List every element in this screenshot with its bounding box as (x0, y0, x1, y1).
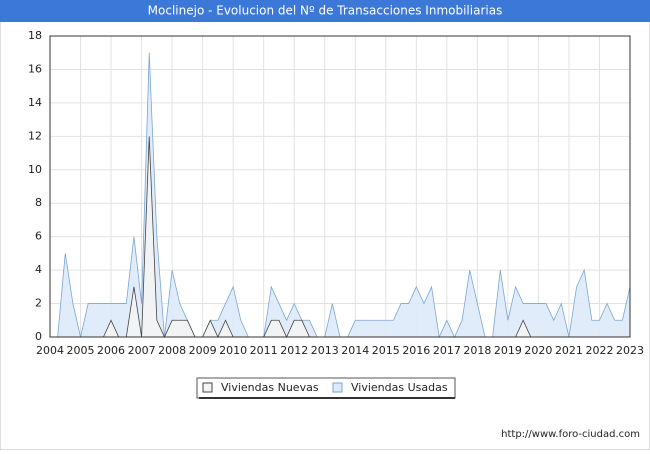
x-tick-label: 2009 (189, 344, 217, 357)
x-tick-label: 2006 (97, 344, 125, 357)
x-tick-label: 2008 (158, 344, 186, 357)
legend-swatch (202, 382, 213, 393)
x-tick-label: 2005 (67, 344, 95, 357)
y-tick-label: 14 (28, 96, 42, 109)
x-tick-label: 2004 (36, 344, 64, 357)
area (57, 52, 631, 339)
x-tick-label: 2019 (494, 344, 522, 357)
y-tick-label: 2 (35, 297, 42, 310)
x-tick-label: 2018 (463, 344, 491, 357)
x-tick-label: 2022 (585, 344, 613, 357)
x-tick-label: 2011 (250, 344, 278, 357)
x-tick-label: 2013 (311, 344, 339, 357)
y-tick-label: 10 (28, 163, 42, 176)
source: http://www.foro-ciudad.com (501, 429, 640, 440)
y-tick-label: 0 (35, 330, 42, 343)
legend-swatch (332, 382, 343, 393)
x-tick-label: 2020 (524, 344, 552, 357)
x-tick-label: 2012 (280, 344, 308, 357)
x-tick-label: 2015 (372, 344, 400, 357)
header-bar (0, 0, 650, 22)
y-tick-label: 12 (28, 129, 42, 142)
y-tick-label: 6 (35, 230, 42, 243)
x-tick-label: 2016 (402, 344, 430, 357)
y-tick-label: 4 (35, 263, 42, 276)
x-tick-label: 2021 (555, 344, 583, 357)
x-tick-label: 2017 (433, 344, 461, 357)
x-tick-label: 2007 (128, 344, 156, 357)
x-tick-label: 2010 (219, 344, 247, 357)
legend-label: Viviendas Nuevas (221, 381, 319, 394)
x-tick-label: 2023 (616, 344, 644, 357)
chart-title: Moclinejo - Evolucion del Nº de Transacc… (148, 4, 503, 18)
plot-border (49, 35, 631, 338)
legend-label: Viviendas Usadas (351, 381, 448, 394)
y-tick-label: 16 (28, 62, 42, 75)
x-tick-label: 2014 (341, 344, 369, 357)
y-tick-label: 18 (28, 29, 42, 42)
y-tick-label: 8 (35, 196, 42, 209)
